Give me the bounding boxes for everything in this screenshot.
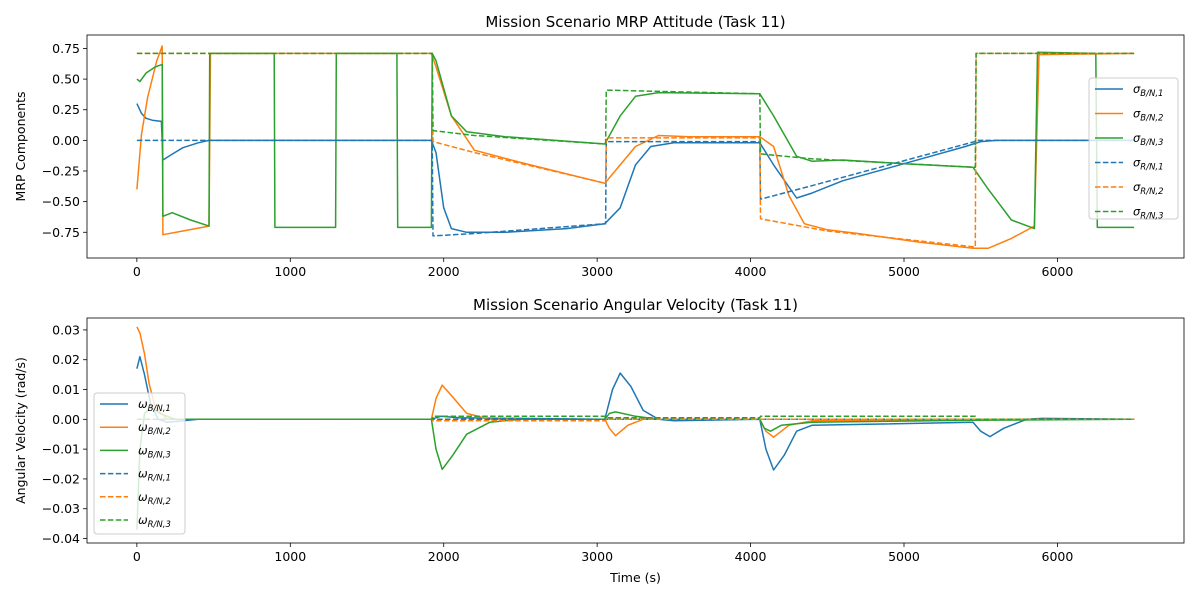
x-tick-label: 5000 (888, 549, 920, 564)
legend-label: ωR/N,3 (138, 513, 171, 530)
y-tick-label: 0.50 (52, 72, 80, 87)
x-tick-label: 4000 (735, 549, 767, 564)
axes-frame (86, 317, 1185, 544)
legend: σB/N,1 σB/N,2 σB/N,3 σR/N,1 σR/N,2 σR/N,3 (1088, 77, 1179, 222)
x-tick-label: 2000 (428, 549, 460, 564)
series-line-3 (136, 406, 1135, 530)
chart-title: Mission Scenario Angular Velocity (Task … (473, 296, 798, 314)
legend-label: σB/N,3 (1133, 131, 1163, 148)
x-tick-label: 3000 (581, 264, 613, 279)
x-tick-label: 5000 (888, 264, 920, 279)
legend-label: σB/N,2 (1133, 107, 1163, 124)
y-tick-label: −0.02 (42, 471, 80, 486)
legend-label: σR/N,1 (1133, 156, 1164, 173)
x-tick-label: 0 (133, 549, 141, 564)
plot-area (136, 45, 1135, 249)
x-tick-label: 1000 (274, 264, 306, 279)
x-tick-label: 4000 (735, 264, 767, 279)
legend-box (1088, 77, 1179, 220)
legend-label: σR/N,2 (1133, 180, 1164, 197)
y-tick-label: 0.03 (52, 322, 80, 337)
x-tick-label: 2000 (428, 264, 460, 279)
y-tick-label: −0.01 (42, 442, 80, 457)
legend-label: σR/N,3 (1133, 205, 1164, 222)
y-tick-label: 0.00 (52, 412, 80, 427)
series-line-5 (136, 52, 1135, 248)
y-tick-label: 0.00 (52, 133, 80, 148)
x-tick-label: 1000 (274, 549, 306, 564)
legend-label: ωB/N,2 (138, 420, 171, 437)
series-line-6 (136, 415, 1135, 421)
axes-frame (86, 34, 1185, 259)
y-tick-label: −0.50 (42, 194, 80, 209)
series-line-1 (136, 355, 1135, 471)
y-axis-label: Angular Velocity (rad/s) (13, 357, 28, 504)
y-axis-label: MRP Components (13, 91, 28, 201)
y-tick-label: 0.02 (52, 352, 80, 367)
y-tick-label: −0.75 (42, 225, 80, 240)
legend-label: ωB/N,1 (138, 397, 171, 414)
series-line-6 (136, 52, 1135, 169)
legend-box (93, 392, 186, 535)
x-tick-label: 6000 (1042, 264, 1074, 279)
plot-area (136, 326, 1135, 530)
chart-title: Mission Scenario MRP Attitude (Task 11) (485, 13, 785, 31)
y-tick-label: −0.03 (42, 501, 80, 516)
x-tick-label: 0 (133, 264, 141, 279)
legend-label: σB/N,1 (1133, 82, 1163, 99)
chart-1: Mission Scenario MRP Attitude (Task 11) 0… (13, 13, 1185, 279)
legend-label: ωR/N,1 (138, 467, 171, 484)
y-tick-label: 0.01 (52, 382, 80, 397)
x-tick-label: 6000 (1042, 549, 1074, 564)
legend-label: ωR/N,2 (138, 490, 171, 507)
chart-2: Mission Scenario Angular Velocity (Task … (13, 296, 1185, 585)
y-tick-label: 0.25 (52, 102, 80, 117)
x-tick-label: 3000 (581, 549, 613, 564)
y-tick-label: −0.04 (42, 531, 80, 546)
legend-label: ωB/N,3 (138, 443, 171, 460)
y-tick-label: 0.75 (52, 41, 80, 56)
y-tick-label: −0.25 (42, 164, 80, 179)
legend: ωB/N,1 ωB/N,2 ωB/N,3 ωR/N,1 ωR/N,2 ωR/N,3 (93, 392, 186, 535)
series-line-1 (136, 103, 1135, 234)
x-axis-label: Time (s) (609, 570, 661, 585)
series-line-2 (136, 45, 1135, 249)
series-line-3 (136, 51, 1135, 230)
series-line-4 (136, 139, 1135, 237)
